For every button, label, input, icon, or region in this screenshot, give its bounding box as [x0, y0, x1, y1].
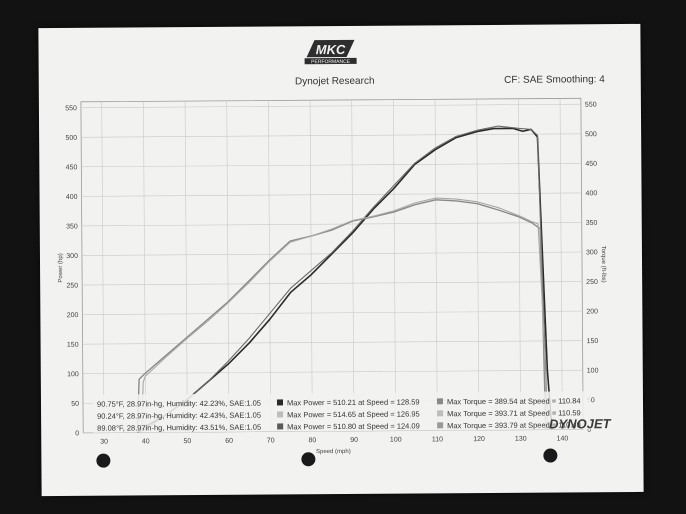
logo-subtext: PERFORMANCE: [311, 59, 351, 65]
legend-max-torque: Max Torque = 393.71 at Speed = 110.59: [447, 408, 581, 418]
legend-swatch: [277, 423, 284, 430]
legend-row-3: 89.08°F, 28.97in-hg, Humidity: 43.51%, S…: [97, 420, 581, 432]
legend-swatch: [436, 398, 444, 405]
grid-line-vertical: [226, 100, 230, 432]
grid-line-vertical: [351, 99, 355, 431]
y-tick-label-right: 550: [585, 102, 597, 109]
grid-line-horizontal: [82, 369, 583, 374]
x-tick-label: 30: [100, 439, 108, 446]
grid-line-horizontal: [82, 281, 583, 286]
x-tick-label: 60: [225, 438, 233, 445]
legend-row-2: 90.24°F, 28.97in-hg, Humidity: 42.43%, S…: [97, 408, 581, 420]
y-tick-label-right: 350: [586, 220, 598, 227]
dyno-sheet: MKC PERFORMANCE Dynojet Research CF: SAE…: [38, 23, 644, 497]
report-title: Dynojet Research: [295, 76, 375, 88]
x-tick-label: 50: [184, 438, 192, 445]
grid-line-vertical: [476, 99, 480, 431]
grid-line-horizontal: [81, 222, 582, 227]
x-tick-label: 110: [432, 436, 443, 443]
power-curve-run-1: [136, 127, 553, 434]
y-tick-label-right: 150: [587, 338, 599, 345]
y-axis-label-left: Power (hp): [58, 253, 64, 282]
legend-swatch: [276, 399, 284, 406]
y-tick-label-right: 100: [587, 368, 599, 375]
logo-text: MKC: [316, 42, 346, 57]
x-axis-label: Speed (mph): [316, 449, 351, 455]
grid-line-horizontal: [81, 133, 582, 138]
y-tick-label-right: 250: [586, 279, 598, 286]
y-tick-label-left: 250: [66, 283, 78, 290]
y-tick-label-right: 400: [586, 190, 598, 197]
plot-area: [80, 97, 584, 434]
y-tick-label-left: 100: [67, 371, 79, 378]
legend: 90.75°F, 28.97in-hg, Humidity: 42.23%, S…: [92, 391, 592, 433]
legend-swatch: [437, 422, 444, 429]
grid-line-vertical: [101, 101, 105, 433]
x-tick-label: 80: [309, 437, 317, 444]
dyno-chart: MKC PERFORMANCE Dynojet Research CF: SAE…: [58, 39, 612, 455]
y-tick-label-right: 450: [585, 161, 597, 168]
y-axis-label-right: Torque (ft-lbs): [600, 246, 606, 283]
grid-line-vertical: [434, 99, 438, 431]
legend-conditions: 89.08°F, 28.97in-hg, Humidity: 43.51%, S…: [97, 423, 261, 433]
y-tick-label-right: 300: [586, 249, 598, 256]
grid-line-vertical: [268, 100, 271, 432]
dynojet-logo: DYNOJET: [549, 416, 612, 431]
y-tick-label-left: 200: [67, 312, 79, 319]
x-tick-label: 70: [267, 437, 275, 444]
legend-conditions: 90.24°F, 28.97in-hg, Humidity: 42.43%, S…: [97, 411, 261, 421]
y-tick-label-left: 50: [71, 401, 79, 408]
y-tick-label-left: 450: [66, 164, 78, 171]
grid-line-vertical: [309, 100, 313, 432]
x-tick-label: 100: [390, 437, 402, 444]
legend-swatch: [277, 411, 284, 418]
y-tick-label-left: 0: [75, 430, 79, 437]
legend-swatch: [437, 410, 444, 417]
grid-line-vertical: [559, 98, 563, 430]
binder-hole: [543, 448, 558, 463]
grid-line-horizontal: [82, 340, 583, 345]
legend-max-torque: Max Torque = 393.79 at Speed = 110.49: [447, 420, 581, 430]
grid-line-vertical: [184, 101, 188, 433]
x-tick-label: 130: [515, 436, 527, 443]
legend-conditions: 90.75°F, 28.97in-hg, Humidity: 42.23%, S…: [97, 399, 261, 409]
torque-curve-run-1: [136, 199, 547, 433]
cf-info: CF: SAE Smoothing: 4: [504, 74, 605, 86]
legend-max-power: Max Power = 510.21 at Speed = 128.59: [287, 397, 420, 407]
y-tick-label-left: 500: [65, 135, 77, 142]
dyno-curves: [136, 125, 553, 434]
legend-row-1: 90.75°F, 28.97in-hg, Humidity: 42.23%, S…: [97, 396, 581, 408]
x-tick-label: 120: [473, 436, 485, 443]
x-ticks: 30 40 50 60 70 80 90 100 110 120 130 140: [100, 435, 568, 445]
y-tick-label-right: 200: [586, 308, 598, 315]
power-curve-run-2: [137, 125, 549, 433]
x-tick-label: 40: [142, 438, 150, 445]
grid-line-horizontal: [81, 163, 582, 168]
y-tick-label-right: 500: [585, 131, 597, 138]
legend-max-torque: Max Torque = 389.54 at Speed = 110.84: [447, 396, 581, 406]
y-tick-label-left: 350: [66, 223, 78, 230]
y-tick-label-right: 0: [587, 427, 591, 434]
y-tick-label-left: 300: [66, 253, 78, 260]
x-tick-label: 90: [350, 437, 358, 444]
x-tick-label: 140: [557, 435, 569, 442]
legend-max-power: Max Power = 510.80 at Speed = 124.09: [287, 421, 420, 431]
binder-hole: [96, 453, 111, 468]
grid-line-horizontal: [80, 103, 581, 109]
y-tick-label-left: 150: [67, 342, 79, 349]
binder-hole: [301, 452, 316, 467]
grid-line-horizontal: [82, 310, 583, 315]
grid-lines: [80, 98, 584, 434]
legend-max-power: Max Power = 514.65 at Speed = 126.95: [287, 409, 420, 419]
torque-curve-run-2: [140, 197, 549, 433]
y-tick-label-left: 550: [65, 105, 77, 112]
y-tick-label-left: 400: [66, 194, 78, 201]
y-ticks-left: 0 50 100 150 200 250 300 350 400 450 500 550: [65, 105, 79, 437]
grid-line-horizontal: [81, 192, 582, 197]
grid-line-vertical: [393, 99, 396, 431]
mkc-logo: MKC PERFORMANCE: [304, 39, 357, 65]
grid-line-vertical: [518, 98, 521, 430]
